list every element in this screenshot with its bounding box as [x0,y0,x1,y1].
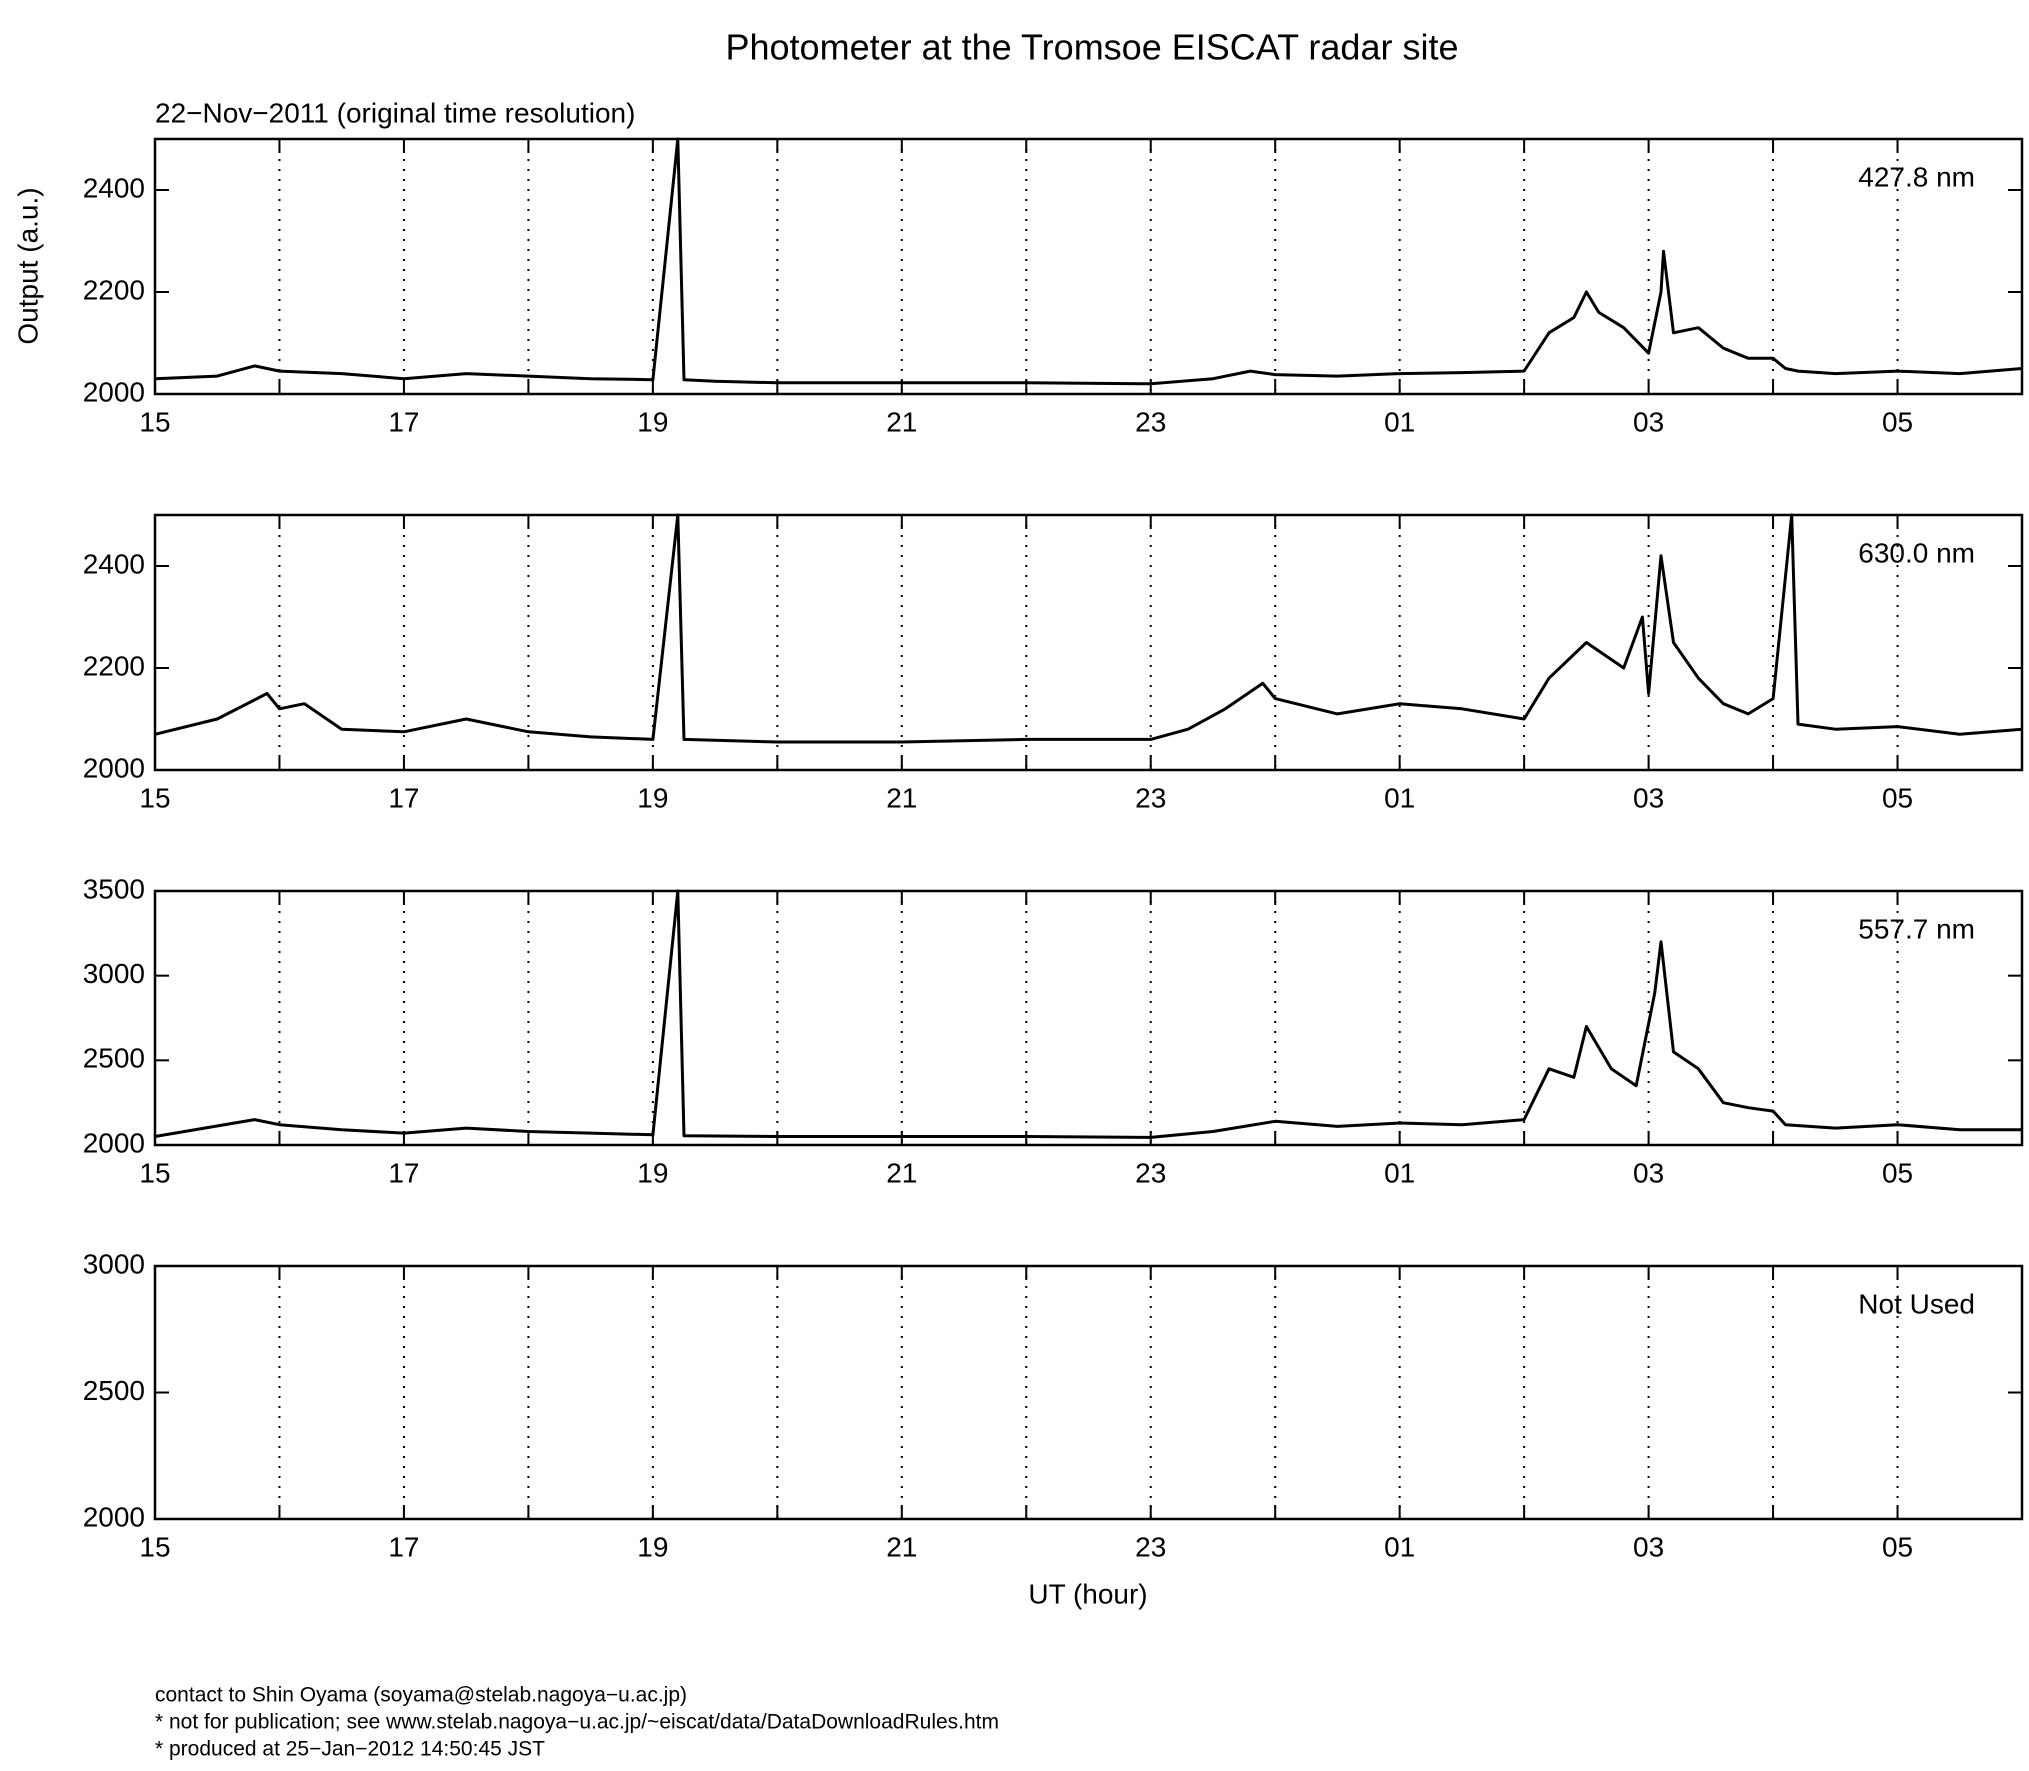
footer-line: * not for publication; see www.stelab.na… [155,1711,999,1734]
x-tick-label: 05 [1882,1531,1913,1562]
panel-label: Not Used [1858,1288,1975,1319]
data-line [154,137,2023,386]
x-tick-label: 05 [1882,406,1913,437]
y-tick-label: 2000 [83,1127,145,1158]
x-tick-label: 23 [1135,1157,1166,1188]
y-tick-label: 2000 [83,376,145,407]
y-tick-label: 3000 [83,1248,145,1279]
x-tick-label: 17 [388,1531,419,1562]
x-tick-label: 05 [1882,1157,1913,1188]
footer-line: contact to Shin Oyama (soyama@stelab.nag… [155,1684,687,1707]
x-tick-label: 17 [388,1157,419,1188]
x-tick-label: 15 [139,1531,170,1562]
x-tick-label: 21 [886,1531,917,1562]
x-tick-label: 21 [886,1157,917,1188]
subtitle: 22−Nov−2011 (original time resolution) [155,97,635,128]
x-tick-label: 23 [1135,406,1166,437]
x-tick-label: 03 [1633,406,1664,437]
x-tick-label: 01 [1384,782,1415,813]
x-tick-label: 19 [637,406,668,437]
x-tick-label: 15 [139,1157,170,1188]
footer-line: * produced at 25−Jan−2012 14:50:45 JST [155,1738,545,1761]
plot-frame [153,889,2024,1147]
y-tick-label: 2400 [83,548,145,579]
y-tick-label: 2200 [83,650,145,681]
x-tick-label: 23 [1135,1531,1166,1562]
x-tick-label: 15 [139,406,170,437]
panel-label: 557.7 nm [1858,913,1975,944]
plot-frame [153,513,2024,772]
y-tick-label: 2000 [83,752,145,783]
y-tick-label: 2500 [83,1043,145,1074]
data-line [154,513,2023,744]
x-tick-label: 17 [388,782,419,813]
x-tick-label: 03 [1633,1531,1664,1562]
x-tick-label: 21 [886,406,917,437]
y-tick-label: 2000 [83,1501,145,1532]
plot-frame [153,137,2024,396]
panel-label: 630.0 nm [1858,537,1975,568]
x-tick-label: 01 [1384,406,1415,437]
x-tick-label: 03 [1633,782,1664,813]
x-tick-label: 03 [1633,1157,1664,1188]
figure-title: Photometer at the Tromsoe EISCAT radar s… [726,27,1459,68]
y-tick-label: 2200 [83,274,145,305]
y-tick-label: 3000 [83,958,145,989]
plot-frame [153,1264,2024,1521]
x-tick-label: 05 [1882,782,1913,813]
y-tick-label: 2400 [83,172,145,203]
y-tick-label: 3500 [83,873,145,904]
x-tick-label: 23 [1135,782,1166,813]
x-tick-label: 19 [637,1157,668,1188]
data-line [154,889,2022,1139]
x-axis-label: UT (hour) [1028,1578,1147,1609]
y-axis-label: Output (a.u.) [12,187,43,344]
x-tick-label: 21 [886,782,917,813]
y-tick-label: 2500 [83,1375,145,1406]
x-tick-label: 19 [637,782,668,813]
panel-label: 427.8 nm [1858,161,1975,192]
x-tick-label: 15 [139,782,170,813]
x-tick-label: 19 [637,1531,668,1562]
x-tick-label: 17 [388,406,419,437]
x-tick-label: 01 [1384,1531,1415,1562]
x-tick-label: 01 [1384,1157,1415,1188]
